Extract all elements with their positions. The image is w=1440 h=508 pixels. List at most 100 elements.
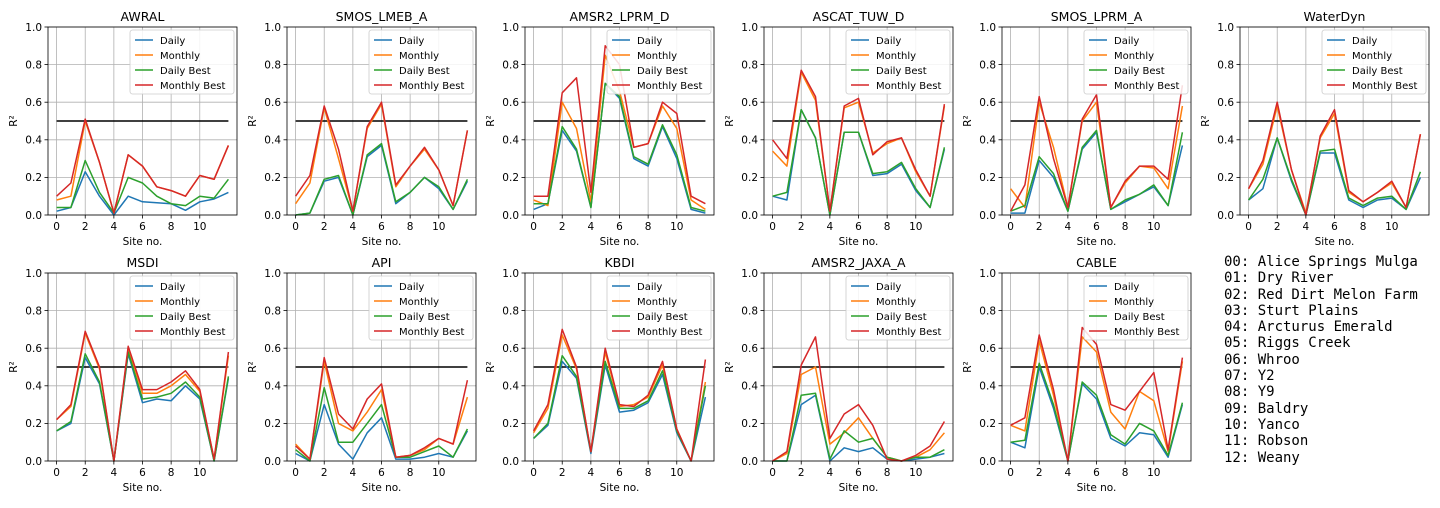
x-tick-label: 10 — [432, 467, 445, 479]
x-tick-label: 0 — [53, 467, 60, 479]
x-tick-label: 4 — [1303, 221, 1310, 233]
x-tick-label: 8 — [884, 221, 891, 233]
x-axis-label: Site no. — [839, 236, 879, 248]
legend: Daily Monthly Daily Best Monthly Best — [368, 29, 474, 95]
y-tick-label: 0.8 — [741, 305, 758, 317]
y-tick-label: 0.6 — [25, 343, 42, 355]
series-line — [1010, 129, 1184, 212]
y-tick-label: 0.6 — [264, 343, 281, 355]
series-line — [1009, 85, 1184, 212]
subplot-title: AMSR2_JAXA_A — [811, 255, 906, 270]
y-tick-label: 0.2 — [979, 172, 996, 184]
legend: Daily Monthly Daily Best Monthly Best — [368, 275, 474, 341]
legend-label: Daily — [160, 36, 185, 47]
series-line — [533, 360, 707, 462]
x-tick-label: 8 — [1122, 467, 1129, 479]
x-tick-label: 2 — [559, 221, 566, 233]
site-legend-item: 11: Robson — [1224, 433, 1309, 450]
legend: Daily Monthly Daily Best Monthly Best — [606, 29, 712, 95]
site-legend-item: 00: Alice Springs Mulga — [1224, 254, 1418, 270]
site-legend-item: 09: Baldry — [1224, 400, 1309, 417]
x-tick-label: 10 — [1147, 221, 1160, 233]
y-tick-label: 0.0 — [502, 210, 519, 222]
legend-label: Daily Best — [160, 66, 211, 77]
x-tick-label: 8 — [1122, 221, 1129, 233]
y-tick-label: 0.8 — [25, 59, 42, 71]
y-tick-label: 0.0 — [25, 210, 42, 222]
y-tick-label: 0.4 — [264, 381, 281, 393]
x-tick-label: 0 — [769, 467, 776, 479]
subplot: 0 2 4 6 8 10 0.0 0.2 0.4 0.6 0.8 1.0 CABLE Site no. R²… — [962, 255, 1192, 494]
series-line — [772, 394, 945, 462]
series-line — [1010, 326, 1184, 462]
legend-label: Monthly — [1114, 51, 1154, 62]
x-tick-label: 10 — [1147, 467, 1160, 479]
y-tick-label: 0.0 — [979, 456, 996, 468]
legend-label: Monthly — [637, 297, 677, 308]
legend-box — [845, 275, 951, 341]
y-axis-label: R² — [962, 361, 974, 373]
x-axis-label: Site no. — [600, 482, 640, 494]
x-tick-label: 6 — [616, 221, 623, 233]
site-legend-item: 04: Arcturus Emerald — [1224, 319, 1393, 336]
x-tick-label: 8 — [168, 467, 175, 479]
series-line — [772, 69, 946, 212]
y-tick-label: 0.6 — [502, 97, 519, 109]
legend-label: Daily Best — [1352, 66, 1403, 77]
legend-label: Monthly Best — [399, 81, 464, 92]
x-tick-label: 6 — [378, 221, 385, 233]
y-tick-label: 0.6 — [1217, 97, 1234, 109]
y-tick-label: 0.6 — [979, 97, 996, 109]
series-line — [772, 108, 946, 216]
y-tick-label: 1.0 — [741, 22, 758, 34]
x-tick-label: 4 — [111, 221, 118, 233]
subplot: 0 2 4 6 8 10 0.0 0.2 0.4 0.6 0.8 1.0 ASCAT_TUW_D Site… — [724, 9, 954, 248]
legend-label: Daily Best — [876, 312, 927, 323]
series-line — [533, 354, 707, 462]
x-tick-label: 2 — [798, 221, 805, 233]
legend-label: Monthly Best — [1114, 81, 1179, 92]
y-tick-label: 0.0 — [741, 210, 758, 222]
legend: Daily Monthly Daily Best Monthly Best — [129, 29, 235, 95]
legend: Daily Monthly Daily Best Monthly Best — [1321, 29, 1427, 95]
subplot: 0 2 4 6 8 10 0.0 0.2 0.4 0.6 0.8 1.0 AWRAL Site no. R²… — [8, 9, 238, 248]
legend-label: Daily Best — [399, 312, 450, 323]
subplot-title: CABLE — [1076, 255, 1117, 270]
subplot: 0 2 4 6 8 10 0.0 0.2 0.4 0.6 0.8 1.0 API Site no. R² Da… — [247, 255, 477, 494]
subplot: 0 2 4 6 8 10 0.0 0.2 0.4 0.6 0.8 1.0 SMOS_LPRM_A Site… — [962, 9, 1192, 248]
y-tick-label: 0.4 — [502, 135, 519, 147]
x-axis-label: Site no. — [1315, 236, 1355, 248]
legend-label: Daily — [876, 282, 901, 293]
y-tick-label: 0.6 — [25, 97, 42, 109]
series-line — [1010, 362, 1184, 462]
x-tick-label: 8 — [1360, 221, 1367, 233]
y-tick-label: 0.0 — [264, 456, 281, 468]
legend-label: Monthly — [876, 297, 916, 308]
legend-label: Daily Best — [637, 66, 688, 77]
y-tick-label: 1.0 — [502, 268, 519, 280]
y-tick-label: 0.4 — [25, 135, 42, 147]
legend: Daily Monthly Daily Best Monthly Best — [845, 29, 951, 95]
site-legend-item: 02: Red Dirt Melon Farm — [1224, 286, 1418, 303]
legend-label: Daily Best — [637, 312, 688, 323]
y-tick-label: 0.0 — [741, 456, 758, 468]
legend-label: Monthly — [1352, 51, 1392, 62]
x-axis-label: Site no. — [123, 482, 163, 494]
site-legend-item: 05: Riggs Creek — [1224, 335, 1351, 352]
y-tick-label: 0.0 — [264, 210, 281, 222]
x-tick-label: 2 — [321, 467, 328, 479]
legend-label: Monthly Best — [876, 327, 941, 338]
y-tick-label: 0.8 — [264, 59, 281, 71]
y-tick-label: 0.0 — [25, 456, 42, 468]
legend-box — [606, 275, 712, 341]
site-legend: 00: Alice Springs Mulga 01: Dry River 02… — [1224, 254, 1418, 466]
x-tick-label: 2 — [321, 221, 328, 233]
y-tick-label: 0.2 — [264, 172, 281, 184]
series-line — [295, 142, 469, 216]
x-tick-label: 4 — [1065, 221, 1072, 233]
legend-label: Monthly Best — [1114, 327, 1179, 338]
x-tick-label: 2 — [1274, 221, 1281, 233]
legend-label: Daily Best — [160, 312, 211, 323]
legend: Daily Monthly Daily Best Monthly Best — [606, 275, 712, 341]
series-line — [1010, 336, 1184, 462]
